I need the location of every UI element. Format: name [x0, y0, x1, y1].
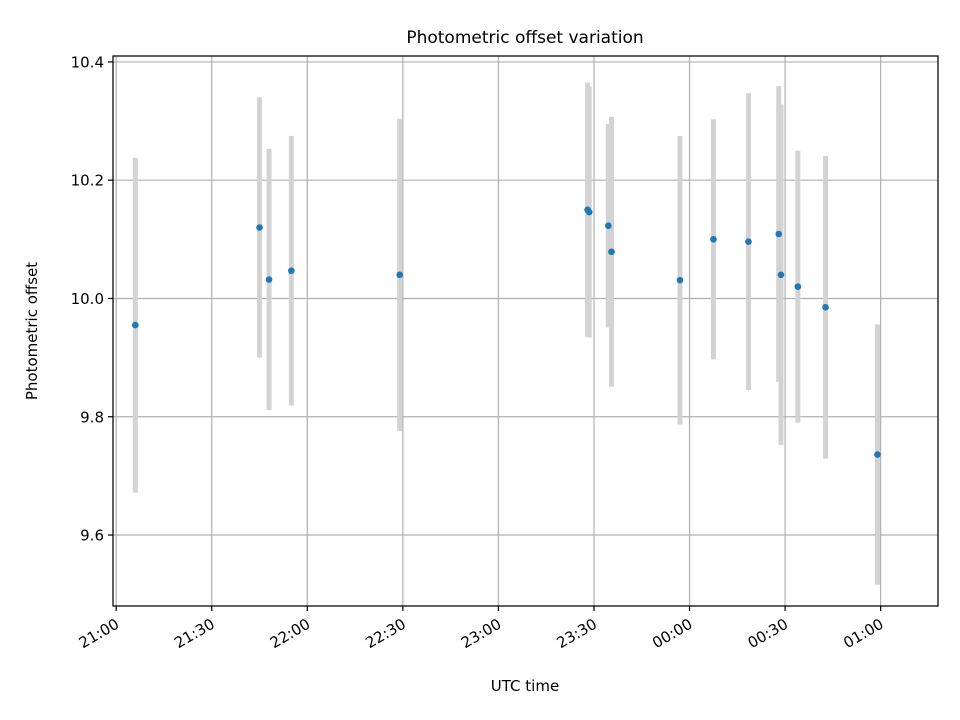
y-tick-label: 10.2: [71, 172, 104, 190]
y-axis-label: Photometric offset: [23, 262, 41, 400]
data-point: [710, 236, 717, 243]
data-point: [396, 271, 403, 279]
y-tick-label: 9.6: [80, 527, 104, 545]
y-axis-ticks: 9.6 9.8 10.0 10.2 10.4: [71, 53, 113, 545]
x-tick-label: 22:30: [362, 615, 408, 652]
x-tick-label: 21:00: [76, 615, 122, 652]
x-axis-ticks: 21:00 21:30 22:00 22:30 23:00 23:30 00:00 00:30…: [76, 606, 887, 652]
data-point: [608, 248, 615, 256]
data-point: [288, 267, 295, 274]
data-point: [794, 283, 802, 290]
data-point: [265, 276, 273, 283]
data-point: [822, 304, 829, 311]
data-point: [131, 321, 139, 329]
x-tick-label: 23:30: [554, 615, 600, 652]
data-point: [676, 276, 684, 284]
data-point: [775, 230, 783, 238]
x-axis-label: UTC time: [491, 677, 559, 695]
x-tick-label: 00:00: [649, 615, 695, 652]
x-tick-label: 23:00: [458, 615, 504, 652]
x-tick-label: 22:00: [267, 615, 313, 652]
data-point: [874, 451, 881, 458]
data-point: [777, 271, 785, 279]
data-point: [256, 224, 263, 231]
x-tick-label: 01:00: [840, 615, 886, 652]
y-tick-label: 10.4: [71, 53, 104, 71]
data-point: [745, 238, 752, 245]
data-points: [131, 206, 881, 458]
data-point: [585, 208, 593, 216]
y-tick-label: 9.8: [80, 408, 104, 426]
data-point: [605, 222, 612, 230]
y-tick-label: 10.0: [71, 290, 104, 308]
x-tick-label: 00:30: [745, 615, 791, 652]
plot-area-frame: [112, 55, 939, 607]
error-bars: [132, 82, 880, 585]
grid-lines: [113, 56, 938, 606]
x-tick-label: 21:30: [171, 615, 217, 652]
chart-title: Photometric offset variation: [406, 28, 643, 48]
